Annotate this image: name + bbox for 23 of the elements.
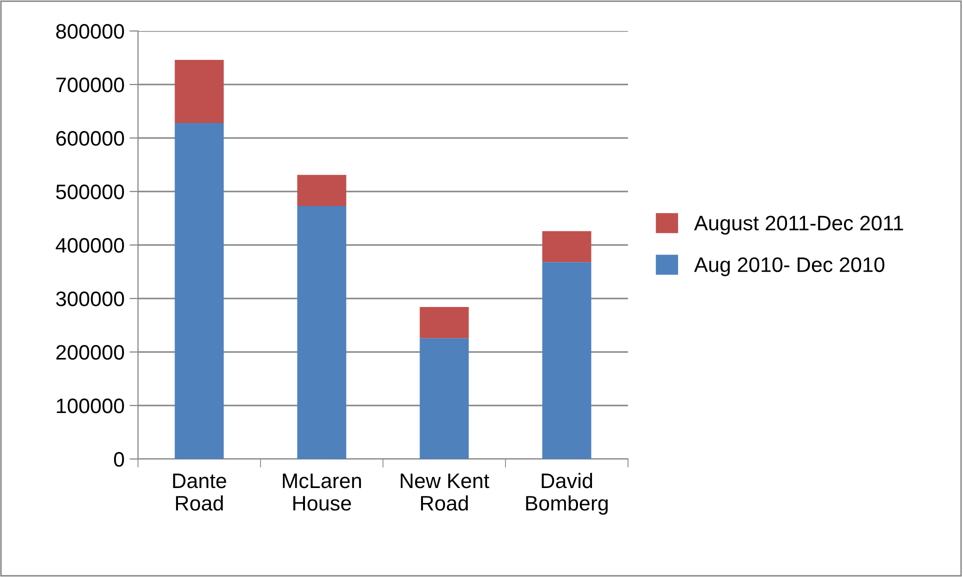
y-tick-label: 800000 — [56, 24, 124, 39]
bar — [297, 174, 346, 206]
bar — [420, 338, 469, 459]
y-tick-label: 100000 — [56, 398, 124, 414]
y-tick-label: 400000 — [56, 238, 124, 253]
bar — [297, 206, 346, 459]
y-tick-label: 200000 — [56, 345, 124, 360]
y-tick-label: 0 — [114, 452, 124, 467]
x-tick-label: Dante Road — [173, 474, 226, 511]
legend-label: Aug 2010- Dec 2010 — [694, 257, 884, 276]
y-tick-label: 700000 — [56, 78, 124, 92]
y-tick-label: 500000 — [56, 184, 124, 200]
bar — [542, 262, 592, 459]
y-tick-label: 300000 — [56, 292, 124, 306]
legend-label: August 2011-Dec 2011 — [694, 216, 904, 235]
x-tick-label: McLaren House — [282, 474, 361, 511]
bar — [542, 231, 592, 262]
y-tick-label: 600000 — [56, 131, 124, 146]
bar — [174, 123, 224, 459]
bar — [420, 307, 469, 338]
x-tick-label: New Kent Road — [400, 474, 490, 511]
x-tick-label: David Bomberg — [526, 472, 608, 515]
bar — [174, 60, 224, 124]
